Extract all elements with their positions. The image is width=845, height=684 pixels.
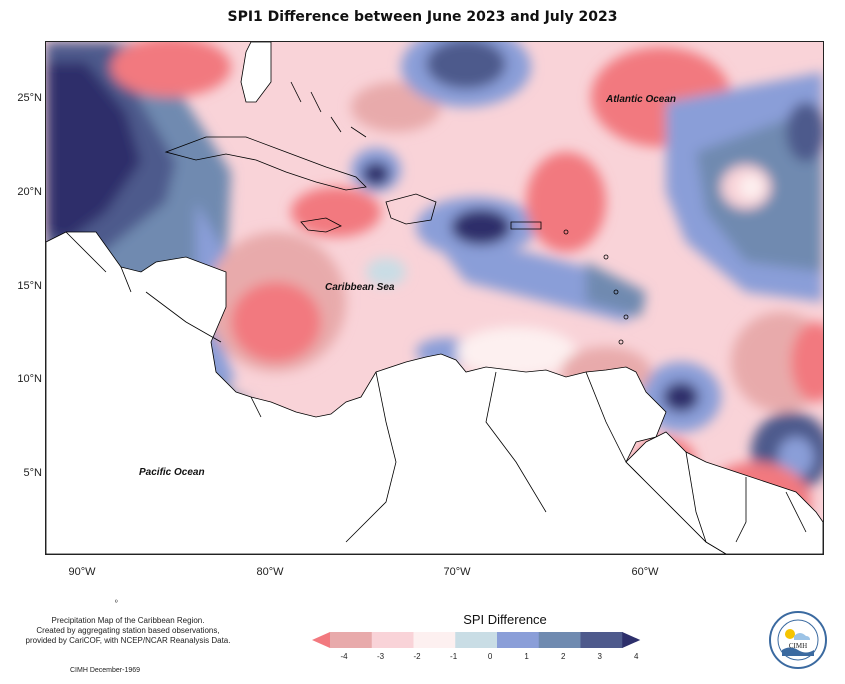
place-caribbean-sea: Caribbean Sea [325, 282, 395, 293]
lon-label-60w: 60°W [631, 566, 659, 578]
legend-swatch [538, 632, 581, 648]
legend-swatch [580, 632, 623, 648]
lon-label-90w: 90°W [68, 566, 96, 578]
legend-colorbar [312, 632, 641, 648]
spi-shading [46, 42, 823, 542]
credit-date: CIMH December-1969 [70, 667, 141, 674]
map-panel [45, 41, 824, 555]
legend-tick-label: -3 [376, 652, 385, 661]
credit-text: Precipitation Map of the Caribbean Regio… [8, 616, 248, 646]
legend-swatch [371, 632, 414, 648]
legend-tick-label: -2 [413, 652, 421, 661]
credit-marker: º [115, 600, 118, 607]
lon-label-80w: 80°W [256, 566, 284, 578]
cimh-seal-icon: CIMH [769, 611, 827, 669]
landmasses [46, 42, 823, 554]
legend-tick-label: 1 [524, 652, 529, 661]
legend-swatch [330, 632, 373, 648]
lat-label-25n: 25°N [17, 92, 42, 104]
credit-line-2: Created by aggregating station based obs… [36, 626, 220, 635]
legend-arrow-max [622, 632, 641, 648]
lon-label-70w: 70°W [443, 566, 471, 578]
legend-tick-label: 0 [487, 652, 493, 661]
cimh-logo: CIMH [768, 610, 828, 670]
lat-label-5n: 5°N [23, 467, 42, 479]
legend-tick-label: 3 [597, 652, 602, 661]
lat-label-15n: 15°N [17, 280, 42, 292]
legend-swatches [312, 632, 641, 648]
legend-tick-label: -4 [340, 652, 348, 661]
credit-line-3: provided by CariCOF, with NCEP/NCAR Rean… [25, 636, 231, 645]
legend-tick-label: 4 [634, 652, 639, 661]
credit-line-1: Precipitation Map of the Caribbean Regio… [51, 616, 205, 625]
legend-tick-label: 2 [560, 652, 566, 661]
place-pacific-ocean: Pacific Ocean [139, 467, 205, 478]
legend-title: SPI Difference [463, 612, 547, 627]
legend-tick-label: -1 [450, 652, 458, 661]
map-title: SPI1 Difference between June 2023 and Ju… [227, 9, 618, 25]
logo-text: CIMH [789, 642, 807, 650]
legend-swatch [497, 632, 540, 648]
place-atlantic-ocean: Atlantic Ocean [606, 94, 677, 105]
lat-label-10n: 10°N [17, 373, 42, 385]
legend-arrow-min [312, 632, 330, 648]
legend-swatch [413, 632, 456, 648]
spi-difference-map [46, 42, 823, 554]
lat-label-20n: 20°N [17, 186, 42, 198]
legend-swatch [455, 632, 498, 648]
